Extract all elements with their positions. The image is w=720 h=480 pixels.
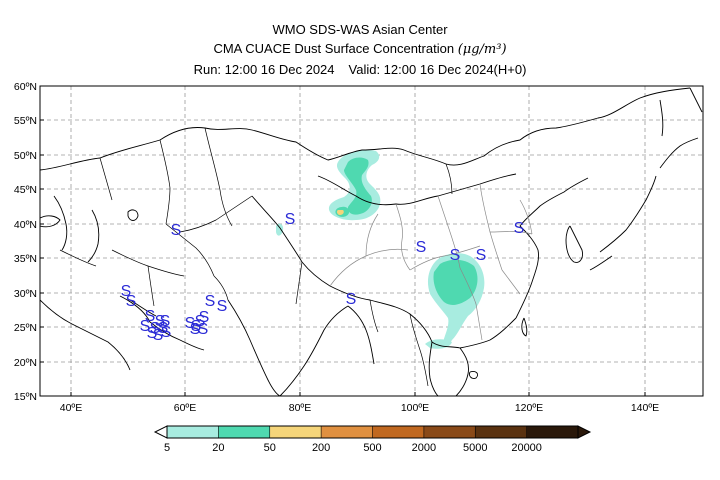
lat-label: 25ºN xyxy=(14,322,37,334)
lat-label: 55ºN xyxy=(14,115,37,127)
valid-time: Valid: 12:00 16 Dec 2024(H+0) xyxy=(348,62,527,77)
colorbar-segment xyxy=(167,426,219,438)
colorbar-tick-label: 2000 xyxy=(412,442,436,454)
lat-label: 45ºN xyxy=(14,184,37,196)
colorbar-tick-label: 50 xyxy=(264,442,276,454)
station-marker: S xyxy=(190,321,201,338)
station-marker: S xyxy=(285,211,296,228)
lat-labels: 60ºN 55ºN 50ºN 45ºN 40ºN 35ºN 30ºN 25ºN 20ºN 15ºN xyxy=(14,81,37,403)
station-marker: S xyxy=(199,309,210,326)
map-subtitle: CMA CUACE Dust Surface Concentration (μg… xyxy=(0,41,720,57)
station-marker: S xyxy=(160,313,171,330)
station-marker: S xyxy=(150,320,161,337)
map-subtitle-text: CMA CUACE Dust Surface Concentration xyxy=(213,41,458,56)
station-marker: S xyxy=(126,293,137,310)
station-marker: S xyxy=(514,220,525,237)
lon-label: 120ºE xyxy=(515,402,543,414)
lat-label: 35ºN xyxy=(14,253,37,265)
station-marker: S xyxy=(145,308,156,325)
lat-label: 60ºN xyxy=(14,81,37,93)
colorbar-segment xyxy=(372,426,424,438)
colorbar-high-arrow xyxy=(577,425,592,439)
station-marker: S xyxy=(191,318,202,335)
coastlines xyxy=(40,87,703,396)
colorbar-segment xyxy=(321,426,373,438)
station-marker: S xyxy=(185,315,196,332)
axis-ticks xyxy=(40,85,646,397)
colorbar-tick-label: 20 xyxy=(212,442,224,454)
colorbar-low-arrow xyxy=(153,425,168,439)
colorbar: 5 20 50 200 500 2000 5000 20000 xyxy=(153,425,592,454)
station-marker: S xyxy=(450,247,461,264)
colorbar-segment xyxy=(218,426,270,438)
run-time: Run: 12:00 16 Dec 2024 xyxy=(193,62,335,77)
colorbar-segment xyxy=(269,426,322,438)
colorbar-tick-label: 5 xyxy=(164,442,170,454)
lon-label: 140ºE xyxy=(631,402,659,414)
dust-area-light xyxy=(425,339,452,349)
run-valid-line: Run: 12:00 16 Dec 2024 Valid: 12:00 16 De… xyxy=(0,62,720,77)
lat-label: 20ºN xyxy=(14,357,37,369)
station-marker: S xyxy=(155,313,166,330)
lat-label: 40ºN xyxy=(14,219,37,231)
colorbar-segment xyxy=(423,426,476,438)
lat-label: 15ºN xyxy=(14,391,37,403)
province-borders xyxy=(329,183,533,341)
colorbar-tick-label: 20000 xyxy=(511,442,542,454)
lon-label: 80ºE xyxy=(289,402,312,414)
colorbar-segment xyxy=(526,426,578,438)
unit-label: (μg/m³) xyxy=(457,42,507,57)
colorbar-tick-label: 200 xyxy=(312,442,330,454)
station-marker: S xyxy=(195,313,206,330)
station-marker: S xyxy=(346,291,357,308)
map-title: WMO SDS-WAS Asian Center xyxy=(272,22,448,37)
lat-label: 50ºN xyxy=(14,150,37,162)
station-marker: S xyxy=(147,325,158,342)
map-content xyxy=(40,86,703,396)
station-marker: S xyxy=(171,222,182,239)
colorbar-tick-label: 500 xyxy=(363,442,381,454)
colorbar-segment xyxy=(475,426,527,438)
dust-area-high xyxy=(336,210,344,215)
station-marker: S xyxy=(158,320,169,337)
station-marker: S xyxy=(161,324,172,341)
lon-label: 100ºE xyxy=(401,402,429,414)
station-marker: S xyxy=(140,318,151,335)
map-frame xyxy=(39,85,704,397)
lon-label: 40ºE xyxy=(60,402,83,414)
station-marker: S xyxy=(153,327,164,344)
lat-label: 30ºN xyxy=(14,288,37,300)
dust-area-mid xyxy=(433,259,478,305)
station-marker: S xyxy=(476,247,487,264)
station-marker: S xyxy=(217,298,228,315)
colorbar-tick-label: 5000 xyxy=(463,442,487,454)
lon-label: 60ºE xyxy=(174,402,197,414)
station-marker: S xyxy=(121,283,132,300)
dust-area-light xyxy=(276,223,284,236)
station-marker: S xyxy=(205,293,216,310)
station-marker: S xyxy=(198,321,209,338)
station-marker: S xyxy=(416,239,427,256)
country-borders xyxy=(59,127,453,387)
lon-labels: 40ºE 60ºE 80ºE 100ºE 120ºE 140ºE xyxy=(60,402,659,414)
